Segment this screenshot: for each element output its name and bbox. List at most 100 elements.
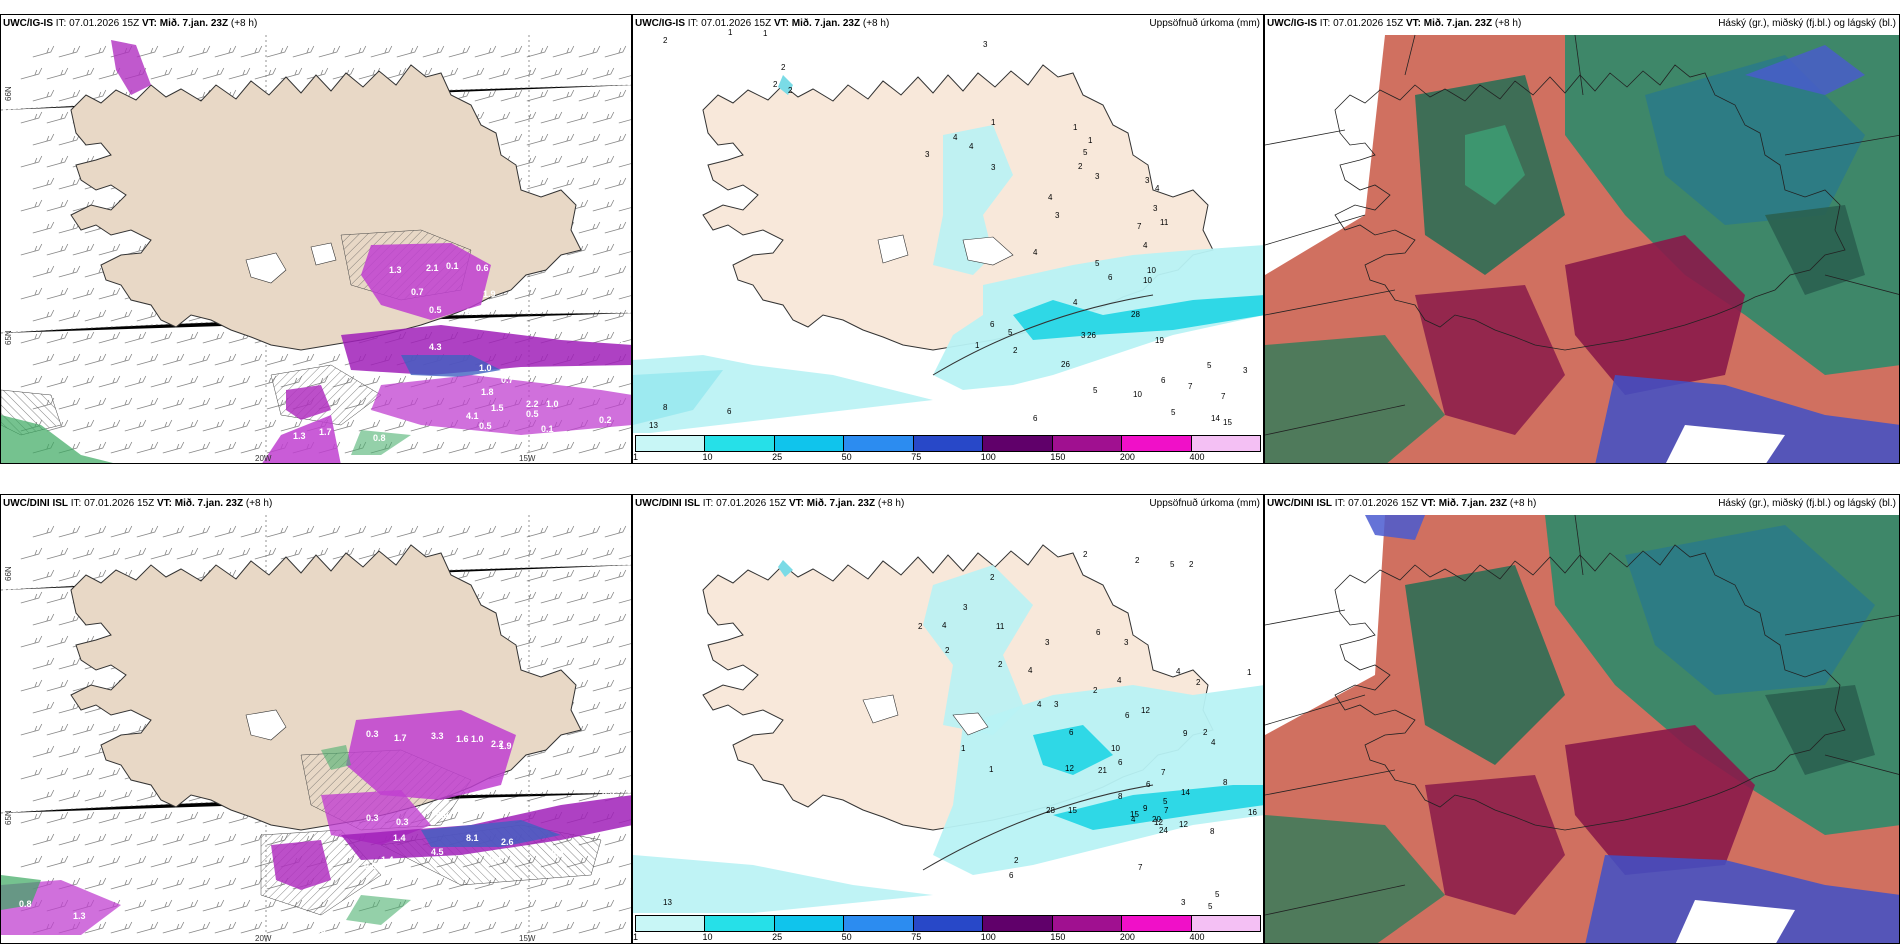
wind-barb bbox=[32, 221, 55, 234]
colorbar-cell bbox=[983, 916, 1053, 931]
wind-barb bbox=[150, 547, 173, 560]
value-label: 24 bbox=[1159, 826, 1168, 835]
wind-barb bbox=[604, 221, 627, 234]
value-label: 2 bbox=[1013, 346, 1018, 355]
value-label: 10 bbox=[1147, 266, 1156, 275]
wind-barb bbox=[448, 441, 471, 454]
value-label: 1.0 bbox=[479, 363, 492, 373]
colorbar-tick: 75 bbox=[911, 452, 922, 462]
wind-barb bbox=[72, 419, 95, 432]
colorbar-cell bbox=[1191, 436, 1260, 451]
wind-barb bbox=[136, 309, 159, 322]
wind-barb bbox=[98, 331, 121, 344]
wind-barb bbox=[46, 855, 69, 868]
wind-barb bbox=[72, 811, 95, 824]
value-label: 15 bbox=[1130, 810, 1139, 819]
wind-barb bbox=[228, 375, 251, 388]
wind-barb bbox=[150, 67, 173, 80]
wind-barb bbox=[32, 657, 55, 670]
value-label: 0.5 bbox=[429, 305, 442, 315]
wind-barb bbox=[176, 67, 199, 80]
value-label: 3.3 bbox=[431, 731, 444, 741]
value-label: 1 bbox=[989, 765, 994, 774]
value-label: 11 bbox=[996, 622, 1005, 631]
wind-barb bbox=[618, 75, 631, 80]
wind-barb bbox=[318, 525, 341, 538]
wind-barb bbox=[20, 855, 43, 868]
value-label: 7 bbox=[1164, 806, 1169, 815]
value-label: 6 bbox=[1146, 780, 1151, 789]
panel-header: UWC/DINI ISL IT: 07.01.2026 15Z VT: Mið.… bbox=[635, 498, 904, 509]
value-label: 5 bbox=[1095, 259, 1100, 268]
wind-barb bbox=[58, 353, 81, 366]
wind-barb bbox=[124, 855, 147, 868]
wind-barb bbox=[84, 789, 107, 802]
wind-barb bbox=[32, 525, 55, 538]
wind-barb bbox=[124, 811, 147, 824]
wind-barb bbox=[604, 833, 627, 846]
wind-barb bbox=[618, 119, 631, 124]
wind-barb bbox=[552, 45, 575, 58]
value-label: 3 bbox=[983, 40, 988, 49]
wind-barb bbox=[58, 833, 81, 846]
wind-barb bbox=[540, 111, 563, 124]
wind-barb bbox=[32, 89, 55, 102]
value-label: 4 bbox=[1073, 298, 1078, 307]
wind-barb bbox=[552, 133, 575, 146]
wind-barb bbox=[110, 309, 133, 322]
value-label: 2.3 bbox=[549, 439, 562, 449]
wind-barb bbox=[526, 657, 549, 670]
wind-barb bbox=[526, 569, 549, 582]
wind-barb bbox=[552, 309, 575, 322]
lat-label-65n: 65N bbox=[4, 810, 13, 825]
wind-barb bbox=[110, 833, 133, 846]
value-label: 0.8 bbox=[19, 899, 32, 909]
wind-barb bbox=[540, 287, 563, 300]
wind-barb bbox=[58, 45, 81, 58]
wind-barb bbox=[136, 877, 159, 890]
value-label: 0.3 bbox=[366, 729, 379, 739]
value-label: 3 bbox=[1054, 700, 1059, 709]
wind-barb bbox=[32, 265, 55, 278]
wind-barb bbox=[552, 525, 575, 538]
lead-time: (+8 h) bbox=[1494, 18, 1522, 29]
wind-barb bbox=[618, 383, 631, 388]
wind-barb bbox=[84, 309, 107, 322]
wind-barb bbox=[72, 287, 95, 300]
value-label: 0.4 bbox=[363, 411, 376, 421]
wind-barb bbox=[514, 67, 537, 80]
colorbar-tick: 150 bbox=[1050, 452, 1066, 462]
wind-barb bbox=[176, 811, 199, 824]
colorbar-cell bbox=[774, 436, 845, 451]
wind-barb bbox=[58, 569, 81, 582]
value-label: 2 bbox=[1189, 560, 1194, 569]
colorbar-tick: 100 bbox=[980, 452, 996, 462]
wind-barb bbox=[150, 899, 173, 912]
wind-barb bbox=[618, 775, 631, 780]
colorbar-tick: 400 bbox=[1189, 932, 1205, 942]
wind-barb bbox=[124, 547, 147, 560]
value-label: 0.6 bbox=[421, 905, 434, 915]
value-label: 0.1 bbox=[541, 424, 554, 434]
wind-barb bbox=[604, 569, 627, 582]
wind-barb bbox=[422, 525, 445, 538]
value-label: 2 bbox=[788, 86, 793, 95]
wind-barb bbox=[254, 419, 277, 432]
wind-barb bbox=[202, 811, 225, 824]
wind-barb bbox=[46, 67, 69, 80]
wind-barb bbox=[266, 45, 289, 58]
wind-barb bbox=[604, 45, 627, 58]
wind-barb bbox=[20, 679, 43, 692]
wind-barb bbox=[46, 591, 69, 604]
wind-barb bbox=[488, 67, 511, 80]
value-label: 15 bbox=[1068, 806, 1077, 815]
wind-barb bbox=[514, 591, 537, 604]
precip-magenta-areas bbox=[111, 40, 631, 463]
wind-barb bbox=[58, 89, 81, 102]
wind-barb bbox=[526, 45, 549, 58]
lon-label-20w: 20W bbox=[255, 454, 272, 463]
wind-barb bbox=[58, 657, 81, 670]
wind-barb bbox=[332, 899, 355, 912]
wind-barb bbox=[292, 353, 315, 366]
